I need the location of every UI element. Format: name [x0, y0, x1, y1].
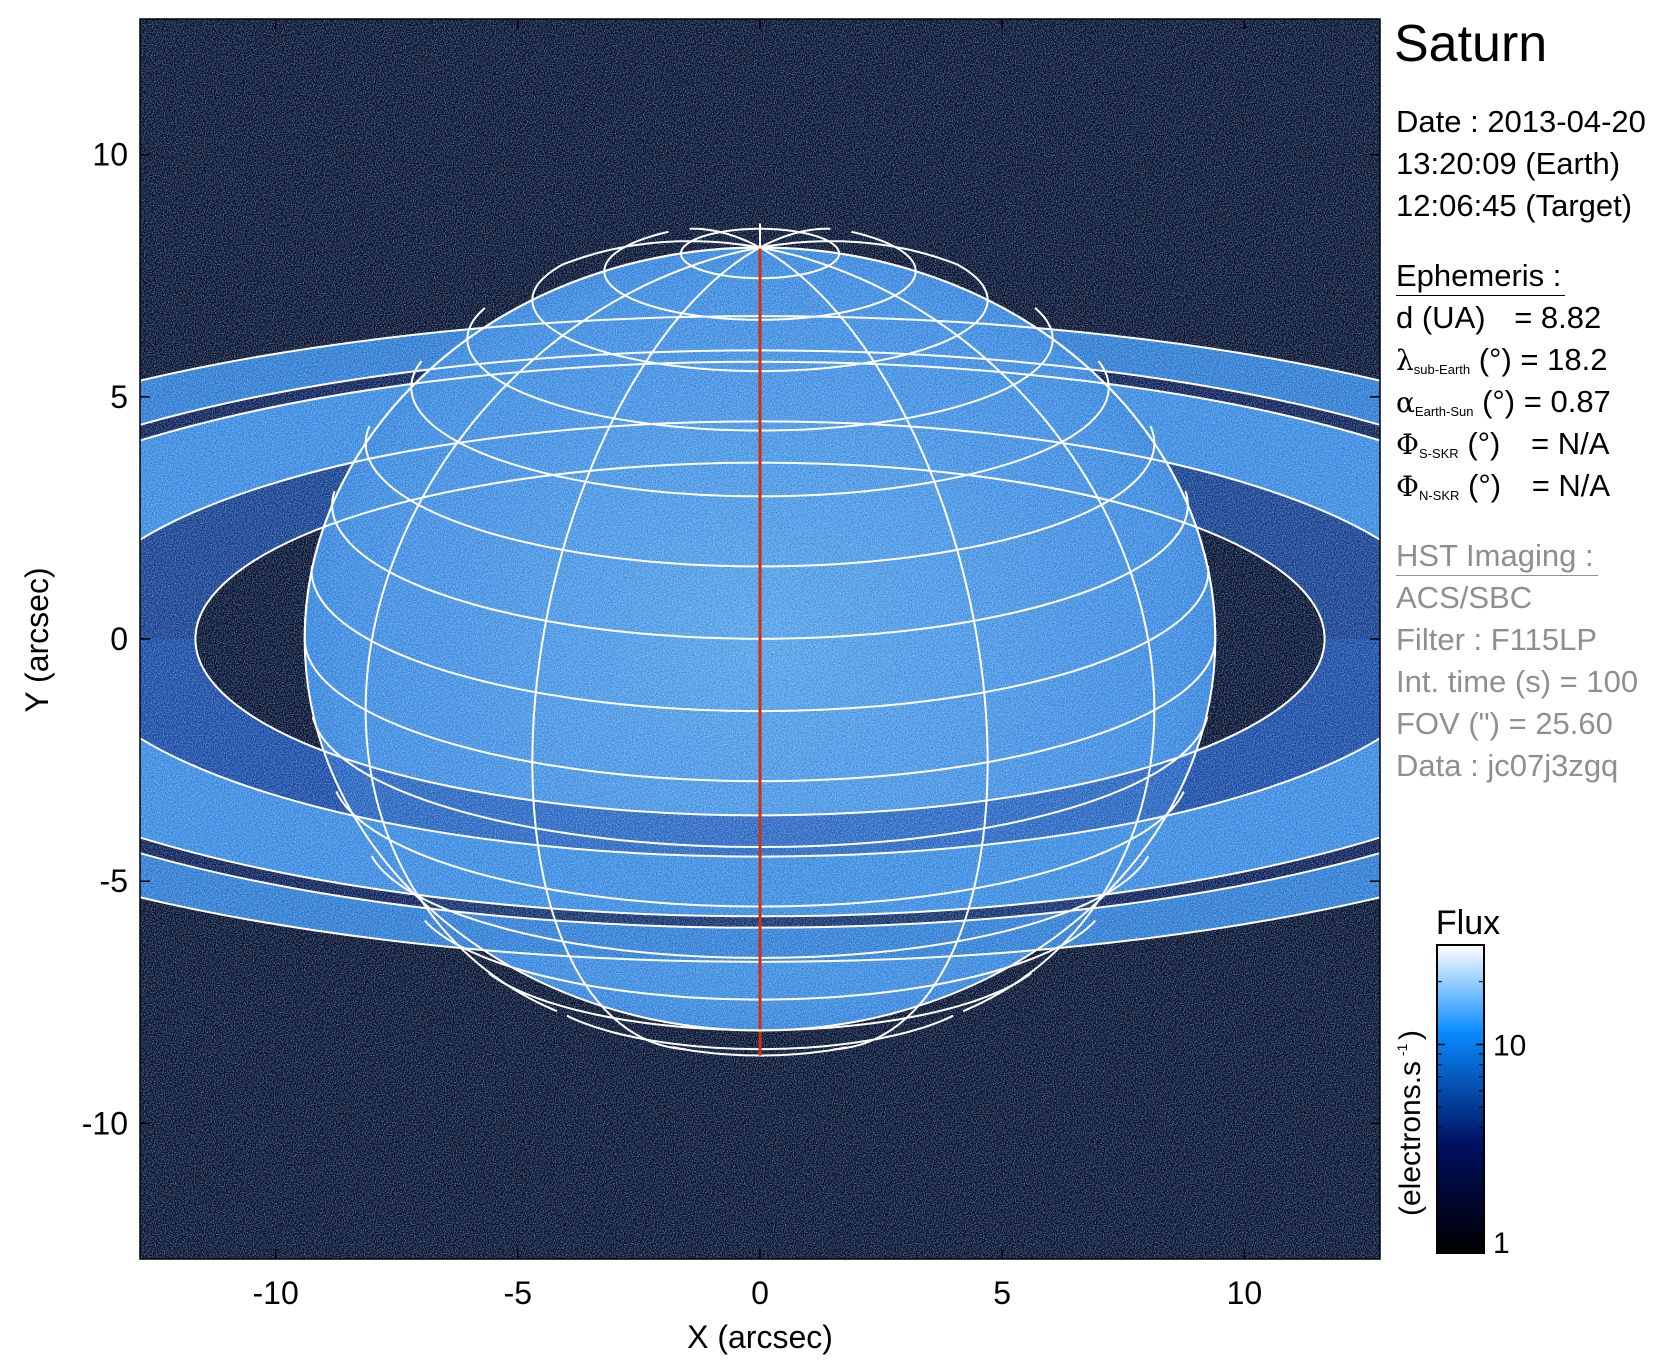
- earth-time: 13:20:09 (Earth): [1396, 146, 1621, 181]
- imaging-row: FOV (") = 25.60: [1396, 706, 1613, 741]
- target-title: Saturn: [1394, 15, 1548, 73]
- imaging-heading: HST Imaging :: [1396, 537, 1598, 576]
- x-tick-label: -5: [504, 1275, 532, 1311]
- colorbar: [1436, 944, 1485, 1254]
- ephemeris-unit: (°): [1470, 342, 1512, 377]
- longitude-line: [562, 240, 761, 266]
- ephemeris-unit: (°): [1458, 426, 1501, 461]
- planetographic-grid: [140, 223, 1380, 1057]
- imaging-row: Filter : F115LP: [1396, 622, 1598, 657]
- longitude-line: [759, 246, 989, 1051]
- colorbar-label-main: (electrons.s: [1394, 1061, 1427, 1216]
- longitude-line: [689, 227, 761, 249]
- longitude-line: [759, 240, 958, 266]
- axis-ticks: -10 -5 0 5 10 -10 -5 0 5 10: [82, 19, 1380, 1311]
- longitude-line: [531, 246, 761, 1051]
- ephemeris-subscript: sub-Earth: [1413, 362, 1471, 377]
- imaging-row: ACS/SBC: [1396, 580, 1533, 615]
- date-line: Date : 2013-04-20: [1396, 104, 1646, 139]
- colorbar-ticks: 1 10: [1437, 944, 1526, 1260]
- planet-limb: [303, 246, 1217, 1032]
- longitude-line: [364, 246, 761, 1013]
- ephemeris-subscript: Earth-Sun: [1414, 404, 1474, 419]
- ephemeris-unit: (UA): [1413, 300, 1486, 335]
- image-area: [140, 19, 1380, 1259]
- ephemeris-block: Ephemeris : d (UA) = 8.82 λsub-Earth (°) …: [1396, 255, 1611, 507]
- ephemeris-unit: (°): [1459, 468, 1502, 503]
- y-tick-label: 0: [110, 621, 128, 657]
- colorbar-title: Flux: [1436, 904, 1500, 942]
- x-tick-label: 0: [751, 1275, 769, 1311]
- ephemeris-value: = 18.2: [1520, 342, 1608, 377]
- ephemeris-symbol: λ: [1396, 344, 1414, 377]
- longitude-line: [759, 246, 1156, 1013]
- colorbar-label-superscript: -1: [1394, 1043, 1410, 1056]
- ephemeris-symbol: d: [1396, 300, 1414, 335]
- x-tick-label: 10: [1227, 1275, 1263, 1311]
- colorbar-label-close: ): [1394, 1030, 1427, 1040]
- y-tick-label: 5: [110, 379, 128, 415]
- x-tick-label: 5: [993, 1275, 1011, 1311]
- ephemeris-symbol: Φ: [1396, 428, 1419, 461]
- ephemeris-subscript: S-SKR: [1418, 446, 1459, 461]
- ephemeris-value: = 0.87: [1523, 384, 1611, 419]
- imaging-row: Int. time (s) = 100: [1396, 664, 1639, 699]
- ephemeris-row: d (UA) = 8.82: [1396, 297, 1611, 339]
- ephemeris-symbol: α: [1396, 386, 1415, 419]
- colorbar-tick-label: 10: [1493, 1029, 1526, 1062]
- ephemeris-value: = 8.82: [1514, 300, 1602, 335]
- colorbar-tick-label: 1: [1493, 1227, 1510, 1260]
- ephemeris-subscript: N-SKR: [1418, 488, 1460, 503]
- ephemeris-unit: (°): [1473, 384, 1516, 419]
- y-axis-label: Y (arcsec): [19, 567, 55, 712]
- imaging-row: Data : jc07j3zgq: [1396, 748, 1619, 783]
- longitude-line: [759, 227, 831, 249]
- ephemeris-value: = N/A: [1531, 468, 1611, 503]
- y-tick-label: 10: [92, 137, 128, 173]
- ephemeris-heading: Ephemeris :: [1396, 257, 1566, 296]
- y-tick-label: -10: [82, 1105, 128, 1141]
- ephemeris-value: = N/A: [1530, 426, 1610, 461]
- target-time: 12:06:45 (Target): [1396, 188, 1633, 223]
- ephemeris-row: ΦN-SKR (°) = N/A: [1396, 465, 1611, 507]
- imaging-block: HST Imaging : ACS/SBC Filter : F115LP Int.…: [1396, 535, 1638, 787]
- x-tick-label: -10: [253, 1275, 299, 1311]
- y-tick-label: -5: [100, 863, 128, 899]
- ephemeris-symbol: Φ: [1396, 470, 1419, 503]
- ephemeris-row: λsub-Earth (°) = 18.2: [1396, 339, 1611, 381]
- date-block: Date : 2013-04-20 13:20:09 (Earth) 12:06…: [1396, 101, 1646, 227]
- x-axis-label: X (arcsec): [687, 1319, 833, 1355]
- ephemeris-row: αEarth-Sun (°) = 0.87: [1396, 381, 1611, 423]
- colorbar-label: (electrons.s -1 ): [1394, 1030, 1427, 1216]
- ephemeris-row: ΦS-SKR (°) = N/A: [1396, 423, 1611, 465]
